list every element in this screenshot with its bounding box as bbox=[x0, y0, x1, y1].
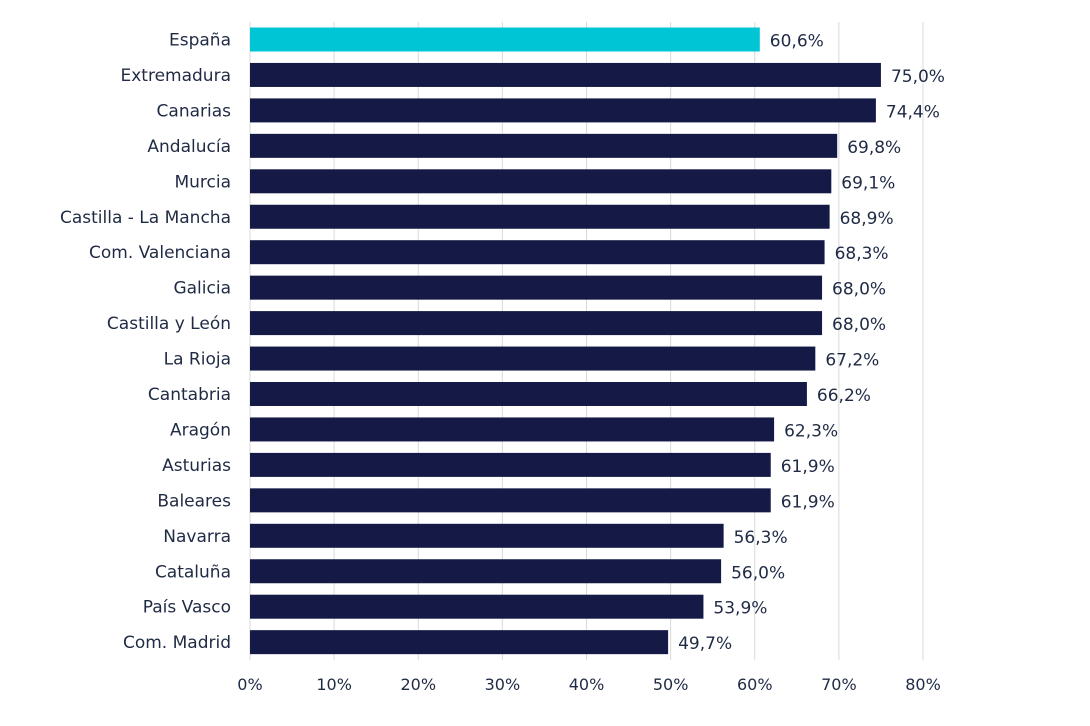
category-label: España bbox=[169, 31, 231, 51]
bar bbox=[250, 523, 724, 548]
value-label: 60,6% bbox=[770, 32, 824, 52]
x-tick-label: 80% bbox=[905, 675, 941, 694]
value-label: 62,3% bbox=[784, 421, 838, 441]
x-tick-label: 0% bbox=[237, 675, 262, 694]
category-label: Baleares bbox=[157, 491, 231, 511]
x-tick-label: 30% bbox=[485, 675, 521, 694]
value-label: 68,3% bbox=[835, 244, 889, 264]
value-labels: 60,6% 75,0% 74,4% 69,8% 69,1% 68,9% 68,3% 68,0%… bbox=[678, 32, 945, 655]
value-label: 68,0% bbox=[832, 315, 886, 335]
category-label: País Vasco bbox=[143, 598, 231, 618]
category-label: Com. Madrid bbox=[123, 633, 231, 653]
bar bbox=[250, 594, 704, 619]
category-label: Cataluña bbox=[155, 562, 231, 582]
value-label: 66,2% bbox=[817, 386, 871, 406]
x-tick-label: 20% bbox=[400, 675, 436, 694]
bar bbox=[250, 204, 830, 229]
bar bbox=[250, 559, 722, 584]
bar bbox=[250, 311, 823, 336]
x-tick-label: 50% bbox=[653, 675, 689, 694]
bar bbox=[250, 169, 832, 194]
category-label: Cantabria bbox=[148, 385, 231, 405]
category-label: Galicia bbox=[173, 279, 231, 299]
category-label: Murcia bbox=[174, 172, 231, 192]
bar bbox=[250, 133, 838, 158]
x-tick-label: 40% bbox=[569, 675, 605, 694]
category-label: Castilla - La Mancha bbox=[60, 208, 231, 228]
value-label: 68,9% bbox=[840, 209, 894, 229]
bar bbox=[250, 98, 876, 123]
value-label: 69,8% bbox=[847, 138, 901, 158]
value-label: 67,2% bbox=[825, 351, 879, 371]
x-tick-label: 60% bbox=[737, 675, 773, 694]
category-label: Com. Valenciana bbox=[89, 243, 231, 263]
value-label: 75,0% bbox=[891, 67, 945, 87]
x-axis-tick-labels: 0% 10% 20% 30% 40% 50% 60% 70% 80% bbox=[237, 675, 940, 694]
value-label: 61,9% bbox=[781, 492, 835, 512]
x-tick-label: 70% bbox=[821, 675, 857, 694]
bar bbox=[250, 488, 771, 513]
category-labels: España Extremadura Canarias Andalucía Murcia… bbox=[60, 31, 231, 654]
value-label: 74,4% bbox=[886, 102, 940, 122]
category-label: Navarra bbox=[163, 527, 231, 547]
category-label: Asturias bbox=[162, 456, 231, 476]
category-label: La Rioja bbox=[164, 350, 231, 370]
category-label: Extremadura bbox=[121, 66, 232, 86]
value-label: 49,7% bbox=[678, 634, 732, 654]
category-label: Andalucía bbox=[147, 137, 231, 157]
bar bbox=[250, 630, 669, 655]
gridlines bbox=[249, 22, 924, 661]
bar bbox=[250, 417, 775, 442]
value-label: 53,9% bbox=[713, 599, 767, 619]
bars bbox=[250, 27, 881, 655]
value-label: 61,9% bbox=[781, 457, 835, 477]
category-label: Castilla y León bbox=[107, 314, 231, 334]
bar bbox=[250, 275, 823, 300]
value-label: 68,0% bbox=[832, 280, 886, 300]
value-label: 56,3% bbox=[734, 528, 788, 548]
value-label: 69,1% bbox=[841, 173, 895, 193]
bar-highlight bbox=[250, 27, 760, 52]
bar bbox=[250, 240, 825, 265]
value-label: 56,0% bbox=[731, 563, 785, 583]
x-tick-label: 10% bbox=[316, 675, 352, 694]
bar bbox=[250, 382, 807, 406]
category-label: Canarias bbox=[157, 101, 232, 121]
bar bbox=[250, 62, 881, 87]
bar bbox=[250, 346, 816, 371]
category-label: Aragón bbox=[170, 420, 231, 440]
bar bbox=[250, 452, 771, 477]
